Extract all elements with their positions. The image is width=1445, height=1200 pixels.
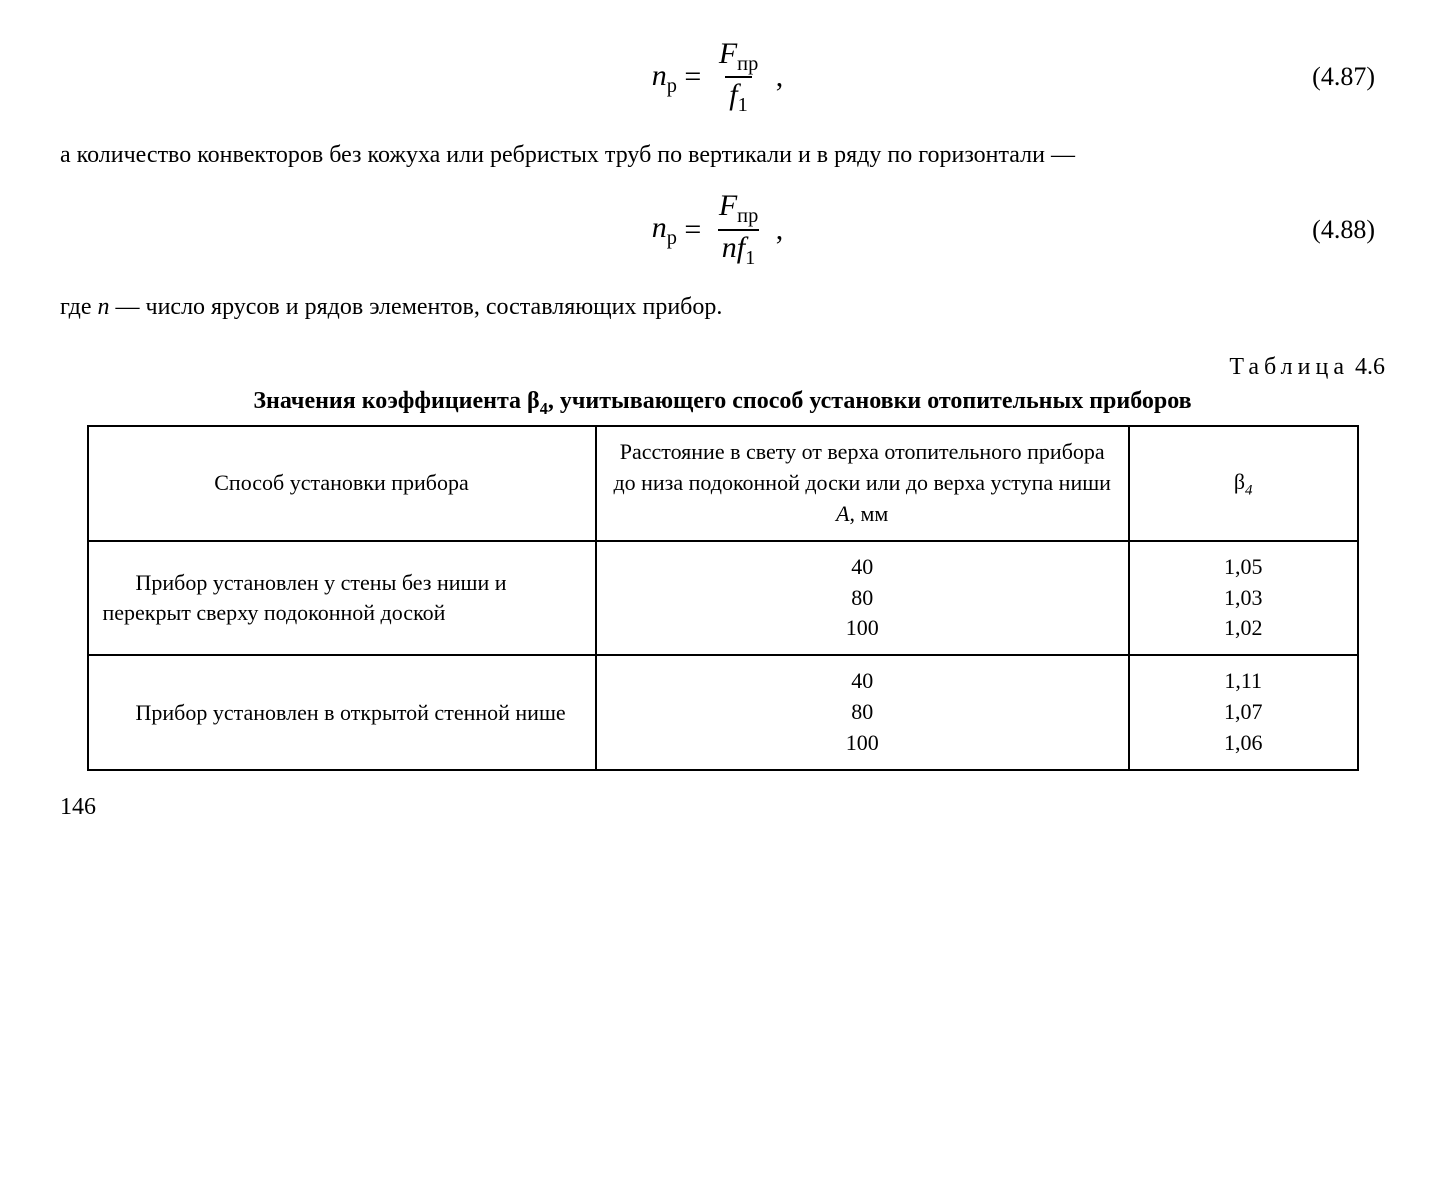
page-number: 146: [60, 791, 1385, 825]
table-label: Таблица 4.6: [60, 351, 1385, 385]
table-title: Значения коэффициента β4, учитывающего с…: [60, 386, 1385, 419]
equation-4-87: nр = Fпр f1 , (4.87): [60, 38, 1385, 117]
table-cell-distance: 40 80 100: [596, 541, 1129, 655]
table-header-distance: Расстояние в свету от верха отопительног…: [596, 426, 1129, 540]
equation-number-4-87: (4.87): [783, 59, 1385, 95]
table-row: Прибор установлен в открытой стенной ниш…: [88, 655, 1358, 769]
table-4-6: Способ установки прибора Расстояние в св…: [87, 425, 1359, 770]
table-cell-distance: 40 80 100: [596, 655, 1129, 769]
table-header-beta: β4: [1129, 426, 1358, 540]
equation-4-88-body: nр = Fпр nf1 ,: [652, 190, 784, 269]
table-cell-method: Прибор установлен у стены без ниши и пер…: [88, 541, 596, 655]
equation-4-88: nр = Fпр nf1 , (4.88): [60, 190, 1385, 269]
table-cell-beta: 1,05 1,03 1,02: [1129, 541, 1358, 655]
paragraph-1: а количество конвекторов без кожуха или …: [60, 139, 1385, 173]
table-cell-beta: 1,11 1,07 1,06: [1129, 655, 1358, 769]
table-cell-method: Прибор установлен в открытой стенной ниш…: [88, 655, 596, 769]
equation-4-87-body: nр = Fпр f1 ,: [652, 38, 784, 117]
equation-number-4-88: (4.88): [783, 212, 1385, 248]
paragraph-2: где n — число ярусов и рядов элементов, …: [60, 291, 1385, 325]
table-header-method: Способ установки прибора: [88, 426, 596, 540]
table-row: Прибор установлен у стены без ниши и пер…: [88, 541, 1358, 655]
table-header-row: Способ установки прибора Расстояние в св…: [88, 426, 1358, 540]
